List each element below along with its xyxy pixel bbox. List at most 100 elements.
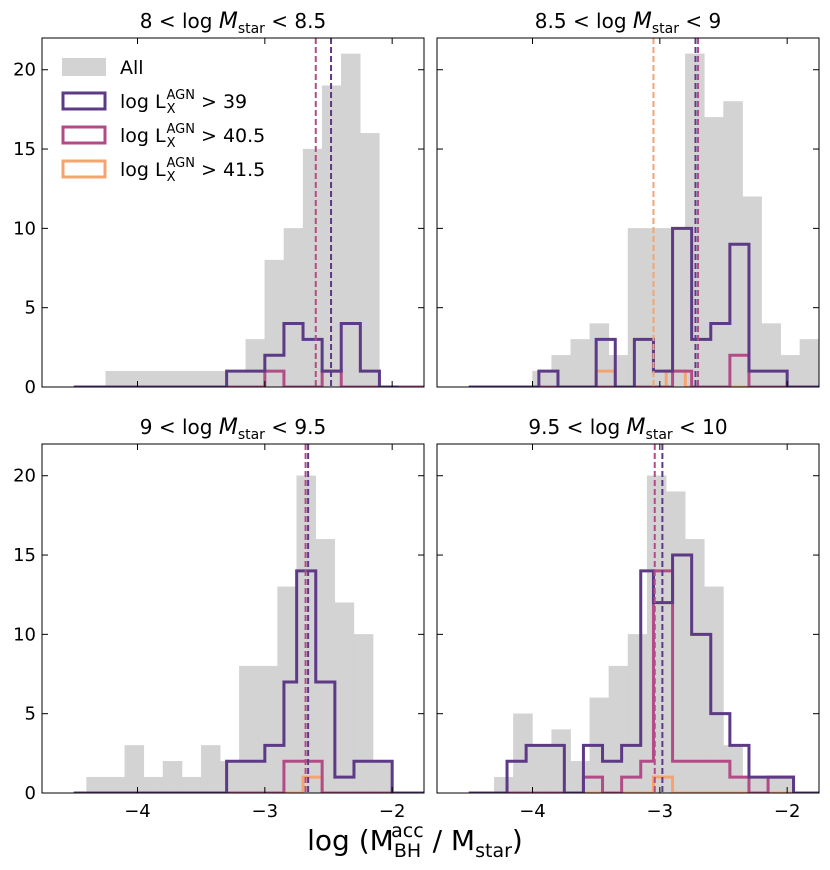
panel-title-post: < 9.5: [265, 415, 326, 439]
bar-all: [226, 370, 246, 387]
y-tick-label: 15: [13, 545, 36, 566]
x-tick-label: −4: [124, 801, 151, 822]
legend-label-sup: AGN: [167, 156, 195, 171]
bar-all: [589, 323, 610, 387]
legend-label: log LXAGN > 39: [120, 88, 247, 117]
panel-title-post: < 9: [679, 9, 721, 33]
panel-title-var: M: [219, 415, 238, 440]
bar-all: [315, 538, 336, 793]
axes-frame: [436, 443, 820, 794]
legend-swatch-gt40_5: [61, 125, 107, 145]
legend-label-log: log L: [120, 125, 166, 147]
bar-all: [532, 370, 552, 387]
bar-all: [799, 339, 819, 387]
y-tick-label: 10: [13, 624, 36, 645]
axes-frame: [41, 37, 425, 388]
bar-all: [334, 602, 355, 793]
panel-title-pre: 9 < log: [140, 415, 219, 439]
xlabel-sub: BH: [394, 840, 421, 862]
panel-title-var: M: [633, 9, 652, 34]
legend-swatch-gt41_5: [61, 159, 107, 179]
bar-all: [341, 53, 361, 387]
bar-all: [666, 491, 686, 793]
bar-all: [742, 196, 762, 387]
bar-all: [513, 713, 533, 793]
y-tick-label: 15: [13, 139, 36, 160]
y-tick-label: 5: [25, 704, 36, 725]
legend-label-sub: X: [167, 102, 176, 117]
bar-all: [646, 228, 667, 387]
y-tick-label: 0: [25, 783, 36, 804]
panel-title-pre: 8.5 < log: [535, 9, 633, 33]
bar-all: [143, 776, 164, 793]
xlabel-main: log (M: [307, 824, 394, 857]
bar-all: [627, 228, 648, 387]
step-gt39: [468, 226, 819, 387]
bar-all: [704, 117, 724, 387]
x-axis-label: log (MBHacc / Mstar): [307, 820, 523, 862]
panel-title-sub: star: [646, 427, 673, 443]
step-gt40_5: [73, 759, 424, 793]
bar-all: [570, 339, 591, 387]
legend-label-sub: X: [167, 170, 176, 185]
bar-all: [551, 729, 571, 793]
legend-label-sub: X: [167, 136, 176, 151]
panel-title-sub: star: [652, 21, 679, 37]
y-tick-label: 10: [13, 218, 36, 239]
y-tick-label: 20: [13, 466, 36, 487]
legend-label-tail: > 40.5: [195, 125, 265, 147]
y-tick-label: 5: [25, 298, 36, 319]
bar-all: [608, 665, 629, 793]
bar-all: [220, 761, 240, 793]
panel-title-var: M: [219, 9, 238, 34]
x-tick-label: −3: [252, 801, 279, 822]
x-tick-label: −2: [379, 801, 406, 822]
bar-all: [494, 776, 514, 793]
bar-all: [372, 761, 393, 793]
legend-label-log: log L: [120, 91, 166, 113]
y-tick-label: 20: [13, 60, 36, 81]
legend-label: log LXAGN > 41.5: [120, 156, 265, 185]
panel-title-post: < 8.5: [265, 9, 326, 33]
legend-label-tail: > 39: [195, 91, 247, 113]
bar-all: [360, 132, 380, 387]
panel-title: 8.5 < log Mstar < 9: [535, 9, 721, 37]
bar-all: [105, 370, 227, 387]
bar-all: [283, 228, 304, 387]
bar-all: [124, 745, 145, 793]
panel-2: 8.5 < log Mstar < 9: [436, 9, 820, 388]
xlabel-end: ): [512, 824, 523, 857]
bar-all: [761, 776, 794, 793]
panel-3: −4 −3 −2 0 5 10 15 20 9 < log Mstar < 9.5: [13, 415, 425, 822]
panel-title-var: M: [627, 415, 646, 440]
step-gt39: [468, 553, 819, 793]
step-gt39: [73, 569, 424, 793]
plot-area: [73, 444, 424, 793]
bar-all: [353, 634, 374, 793]
legend-swatch-all: [62, 58, 106, 76]
legend-label-main: All: [120, 57, 144, 79]
panel-4: −4 −3 −2 9.5 < log Mstar < 10: [436, 415, 820, 822]
panel-1: 0 5 10 15 20 8 < log Mstar < 8.5 All log LXAGN …: [13, 9, 425, 398]
bar-all: [761, 323, 782, 387]
plot-area: [468, 38, 819, 387]
bar-all: [532, 745, 552, 793]
bar-all: [86, 776, 125, 793]
panel-title-pre: 8 < log: [140, 9, 219, 33]
panel-title-sub: star: [238, 427, 265, 443]
bar-all: [181, 776, 202, 793]
bar-all: [742, 776, 762, 793]
axes-frame: [41, 443, 425, 794]
panel-title: 9.5 < log Mstar < 10: [528, 415, 727, 443]
legend-label-sup: AGN: [167, 88, 195, 103]
x-tick-label: −3: [647, 801, 674, 822]
legend-label: log LXAGN > 40.5: [120, 122, 265, 151]
bar-all: [162, 761, 183, 793]
xlabel-sup: acc: [391, 820, 424, 842]
bar-all: [245, 339, 266, 387]
panel-title-sub: star: [238, 21, 265, 37]
bar-all: [239, 665, 259, 793]
bar-all: [264, 259, 285, 387]
